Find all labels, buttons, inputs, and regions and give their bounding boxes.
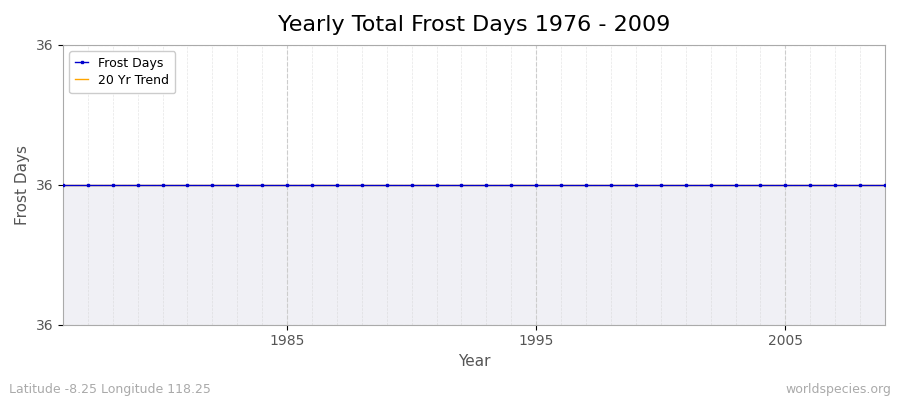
20 Yr Trend [655, 182, 666, 187]
20 Yr Trend [606, 182, 616, 187]
20 Yr Trend [879, 182, 890, 187]
Frost Days [83, 182, 94, 187]
Title: Yearly Total Frost Days 1976 - 2009: Yearly Total Frost Days 1976 - 2009 [278, 15, 670, 35]
Frost Days [132, 182, 143, 187]
Frost Days [606, 182, 616, 187]
20 Yr Trend [855, 182, 866, 187]
20 Yr Trend [680, 182, 691, 187]
20 Yr Trend [506, 182, 517, 187]
20 Yr Trend [232, 182, 243, 187]
20 Yr Trend [631, 182, 642, 187]
20 Yr Trend [356, 182, 367, 187]
20 Yr Trend [83, 182, 94, 187]
Frost Days [456, 182, 467, 187]
20 Yr Trend [256, 182, 267, 187]
Frost Days [855, 182, 866, 187]
Frost Days [382, 182, 392, 187]
Frost Days [331, 182, 342, 187]
Frost Days [256, 182, 267, 187]
Y-axis label: Frost Days: Frost Days [15, 145, 30, 225]
20 Yr Trend [158, 182, 168, 187]
20 Yr Trend [382, 182, 392, 187]
Frost Days [232, 182, 243, 187]
20 Yr Trend [706, 182, 716, 187]
20 Yr Trend [531, 182, 542, 187]
20 Yr Trend [282, 182, 292, 187]
20 Yr Trend [132, 182, 143, 187]
Frost Days [680, 182, 691, 187]
20 Yr Trend [406, 182, 417, 187]
Frost Days [830, 182, 841, 187]
Frost Days [805, 182, 815, 187]
Frost Days [580, 182, 591, 187]
20 Yr Trend [755, 182, 766, 187]
Frost Days [58, 182, 68, 187]
Frost Days [481, 182, 491, 187]
Frost Days [780, 182, 791, 187]
Line: Frost Days: Frost Days [61, 184, 887, 186]
Frost Days [655, 182, 666, 187]
20 Yr Trend [207, 182, 218, 187]
Frost Days [207, 182, 218, 187]
Frost Days [706, 182, 716, 187]
20 Yr Trend [481, 182, 491, 187]
20 Yr Trend [580, 182, 591, 187]
Frost Days [282, 182, 292, 187]
X-axis label: Year: Year [458, 354, 491, 369]
Frost Days [307, 182, 318, 187]
Frost Days [406, 182, 417, 187]
Text: Latitude -8.25 Longitude 118.25: Latitude -8.25 Longitude 118.25 [9, 383, 211, 396]
20 Yr Trend [555, 182, 566, 187]
20 Yr Trend [307, 182, 318, 187]
20 Yr Trend [182, 182, 193, 187]
Frost Days [506, 182, 517, 187]
Text: worldspecies.org: worldspecies.org [785, 383, 891, 396]
20 Yr Trend [107, 182, 118, 187]
20 Yr Trend [780, 182, 791, 187]
Frost Days [107, 182, 118, 187]
Frost Days [531, 182, 542, 187]
20 Yr Trend [431, 182, 442, 187]
Legend: Frost Days, 20 Yr Trend: Frost Days, 20 Yr Trend [69, 51, 176, 93]
Frost Days [158, 182, 168, 187]
Frost Days [431, 182, 442, 187]
20 Yr Trend [830, 182, 841, 187]
Frost Days [356, 182, 367, 187]
Bar [63, 185, 885, 325]
Frost Days [879, 182, 890, 187]
Frost Days [631, 182, 642, 187]
20 Yr Trend [805, 182, 815, 187]
Frost Days [730, 182, 741, 187]
20 Yr Trend [456, 182, 467, 187]
Frost Days [555, 182, 566, 187]
Frost Days [755, 182, 766, 187]
Bar [63, 45, 885, 185]
20 Yr Trend [730, 182, 741, 187]
20 Yr Trend [331, 182, 342, 187]
20 Yr Trend [58, 182, 68, 187]
Frost Days [182, 182, 193, 187]
